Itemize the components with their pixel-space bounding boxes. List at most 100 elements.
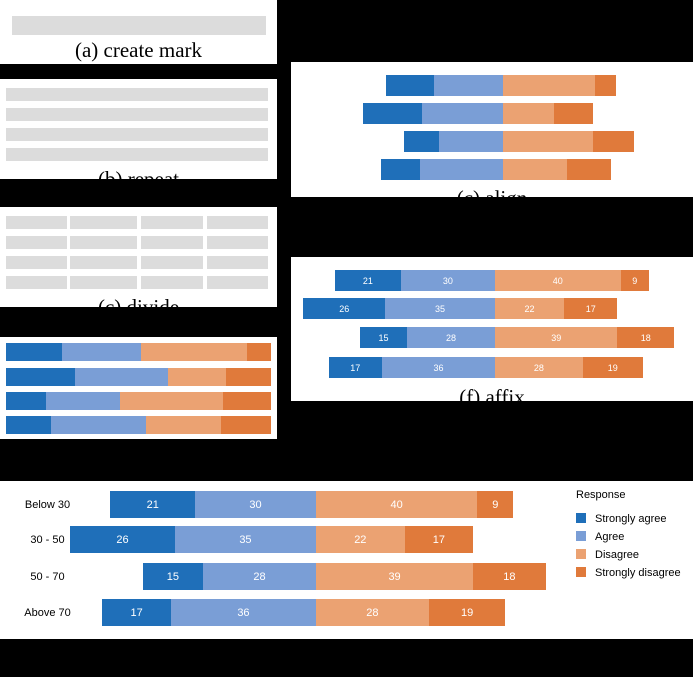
caption-align: (c) align	[291, 186, 693, 197]
strongly-disagree-segment	[404, 526, 474, 553]
legend-swatch	[576, 567, 586, 577]
agree-segment	[195, 491, 316, 518]
placeholder-mark	[12, 16, 266, 35]
agree-segment	[433, 75, 503, 96]
strongly-disagree-segment	[582, 357, 643, 378]
placeholder-cell	[141, 276, 203, 289]
data-label: 22	[354, 533, 367, 546]
agree-segment	[74, 368, 168, 386]
placeholder-cell	[6, 276, 67, 289]
placeholder-cell	[70, 236, 137, 249]
stacked-bar	[6, 343, 271, 361]
legend-swatch	[576, 531, 586, 541]
strongly-disagree-segment	[567, 159, 612, 180]
stacked-bar: 26 35 22 17	[70, 526, 474, 553]
strongly-disagree-segment	[473, 563, 546, 590]
data-label: 21	[362, 275, 373, 286]
disagree-segment	[502, 159, 568, 180]
strongly-agree-segment	[142, 563, 204, 590]
agree-segment	[203, 563, 316, 590]
strongly-agree-segment	[6, 392, 46, 410]
data-label: 19	[460, 606, 474, 619]
data-label: 17	[350, 362, 361, 373]
placeholder-row	[6, 148, 268, 161]
placeholder-cell	[6, 216, 67, 229]
category-label: Below 30	[24, 499, 71, 511]
stacked-bar: 17 36 28 19	[328, 357, 643, 378]
category-label: Above 70	[24, 607, 71, 619]
stacked-bar: 15 28 39 18	[359, 327, 674, 348]
data-label: 28	[253, 570, 266, 583]
stacked-bar: 26 35 22 17	[303, 298, 618, 319]
data-label: 30	[249, 498, 262, 511]
data-label: 40	[390, 498, 403, 511]
data-label: 19	[607, 362, 618, 373]
strongly-agree-segment	[385, 75, 434, 96]
agree-segment	[400, 270, 495, 291]
strongly-disagree-segment	[225, 368, 271, 386]
data-label: 28	[366, 606, 379, 619]
disagree-segment	[494, 270, 621, 291]
data-label: 39	[551, 332, 562, 343]
data-label: 18	[640, 332, 651, 343]
placeholder-cell	[141, 236, 203, 249]
stacked-bar	[6, 416, 271, 434]
data-label: 15	[378, 332, 389, 343]
strongly-agree-segment	[70, 526, 175, 553]
category-label: 30 - 50	[30, 534, 65, 546]
stacked-bar	[404, 131, 635, 152]
placeholder-row	[6, 128, 268, 141]
legend-label: Strongly agree	[595, 513, 667, 525]
legend-title: Response	[576, 489, 626, 501]
legend-item: Agree	[576, 531, 624, 543]
placeholder-row	[6, 88, 268, 101]
strongly-agree-segment	[381, 159, 421, 180]
placeholder-cell	[70, 216, 137, 229]
placeholder-cell	[207, 276, 268, 289]
data-label: 26	[116, 533, 129, 546]
strongly-agree-segment	[102, 599, 171, 626]
strongly-agree-segment	[6, 343, 62, 361]
disagree-segment	[315, 599, 429, 626]
strongly-disagree-segment	[428, 599, 506, 626]
data-label: 40	[552, 275, 563, 286]
strongly-disagree-segment	[592, 131, 635, 152]
data-label: 9	[632, 275, 638, 286]
placeholder-cell	[207, 256, 268, 269]
strongly-agree-segment	[6, 416, 52, 434]
disagree-segment	[167, 368, 226, 386]
panel-align: (c) align	[291, 62, 693, 197]
legend-swatch	[576, 513, 586, 523]
agree-segment	[61, 343, 142, 361]
strongly-agree-segment	[362, 103, 423, 124]
strongly-disagree-segment	[220, 416, 271, 434]
disagree-segment	[502, 75, 595, 96]
data-label: 17	[432, 533, 446, 546]
data-label: 18	[503, 570, 516, 583]
stacked-bar	[6, 392, 271, 410]
strongly-disagree-segment	[594, 75, 616, 96]
data-label: 17	[585, 303, 596, 314]
data-label: 35	[435, 303, 446, 314]
strongly-agree-segment	[110, 491, 196, 518]
legend-swatch	[576, 549, 586, 559]
caption-repeat: (b) repeat	[97, 167, 180, 179]
strongly-disagree-segment	[247, 343, 271, 361]
stacked-bar: 17 36 28 19	[102, 599, 506, 626]
disagree-segment	[502, 131, 593, 152]
strongly-disagree-segment	[620, 270, 649, 291]
data-label: 36	[433, 362, 444, 373]
strongly-agree-segment	[303, 298, 386, 319]
legend-item: Strongly agree	[576, 513, 667, 525]
disagree-segment	[315, 491, 478, 518]
disagree-segment	[315, 563, 474, 590]
data-label: 30	[442, 275, 453, 286]
agree-segment	[170, 599, 316, 626]
strongly-disagree-segment	[553, 103, 593, 124]
stacked-bar	[381, 159, 612, 180]
disagree-segment	[494, 327, 618, 348]
strongly-disagree-segment	[617, 327, 674, 348]
panel-create-mark: (a) create mark	[0, 0, 277, 64]
caption-create-mark: (a) create mark	[74, 38, 203, 62]
placeholder-cell	[6, 236, 67, 249]
